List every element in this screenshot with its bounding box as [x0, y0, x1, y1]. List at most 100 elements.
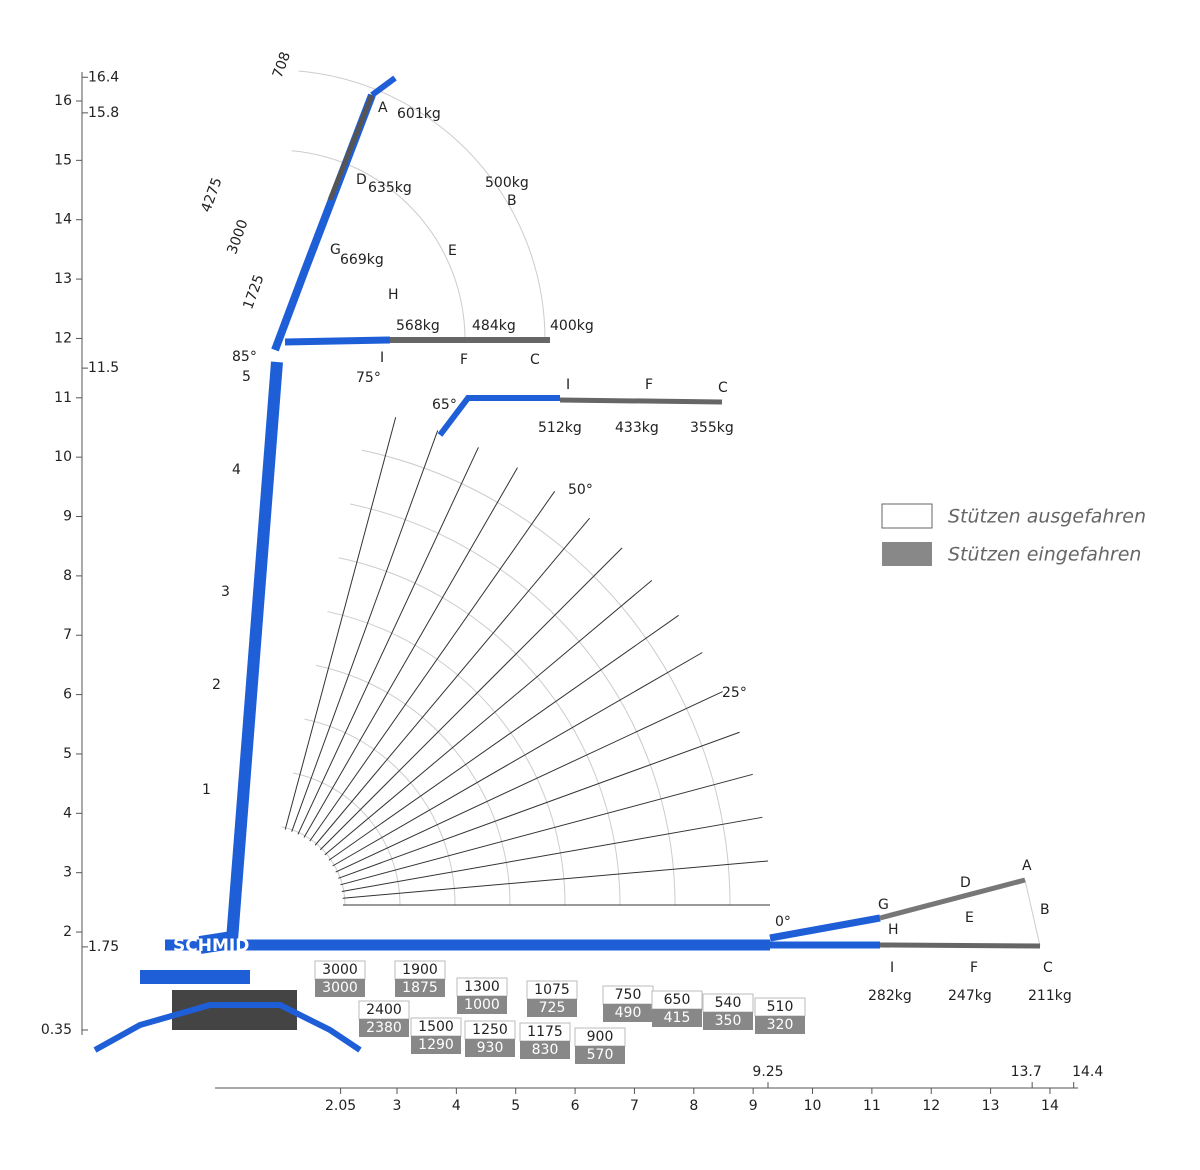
range-ray	[338, 731, 740, 879]
range-ray	[319, 547, 623, 851]
boom-label: 500kg	[485, 175, 529, 191]
load-retracted: 320	[767, 1017, 794, 1033]
boom-label: 400kg	[550, 318, 594, 334]
jib-raised	[769, 914, 881, 942]
x-tick-label: 8	[689, 1098, 698, 1114]
range-ray	[284, 417, 397, 830]
boom-label: 484kg	[472, 318, 516, 334]
boom-label: 433kg	[615, 420, 659, 436]
x-tick-label: 10	[804, 1098, 822, 1114]
range-arc	[292, 772, 401, 906]
load-retracted: 830	[532, 1042, 559, 1058]
jib-65	[437, 395, 560, 437]
range-arc	[281, 826, 346, 906]
range-ray	[332, 652, 703, 867]
y-tick-label: 4	[63, 805, 72, 821]
boom-label: E	[965, 910, 974, 926]
boom-label: F	[460, 352, 468, 368]
range-arc	[327, 611, 566, 906]
load-box-retracted	[520, 1041, 570, 1059]
range-ray	[341, 816, 763, 892]
x-special-label: 13.7	[1011, 1064, 1042, 1080]
load-extended: 540	[715, 995, 742, 1011]
load-extended: 510	[767, 999, 794, 1015]
load-retracted: 930	[477, 1040, 504, 1056]
load-extended: 3000	[322, 962, 358, 978]
load-retracted: 570	[587, 1047, 614, 1063]
boom-label: D	[960, 875, 971, 891]
angle: 65°	[432, 397, 457, 413]
boom-label: E	[448, 243, 457, 259]
x-special-label: 14.4	[1072, 1064, 1103, 1080]
x-tick-label: 4	[452, 1098, 461, 1114]
load-box-retracted	[411, 1036, 461, 1054]
chassis	[140, 970, 250, 984]
boom-label: 247kg	[948, 988, 992, 1004]
boom-label: H	[388, 287, 399, 303]
section-number: 2	[212, 677, 221, 693]
y-special-label: 15.8	[88, 105, 119, 121]
load-box-retracted	[703, 1012, 753, 1030]
load-retracted: 1290	[418, 1037, 454, 1053]
load-box-retracted	[315, 979, 365, 997]
x-tick-label: 3	[393, 1098, 402, 1114]
boom-label: 568kg	[396, 318, 440, 334]
x-special-label: 9.25	[752, 1064, 783, 1080]
load-extended: 1300	[464, 979, 500, 995]
boom-label: H	[888, 922, 899, 938]
y-tick-label: 16	[54, 93, 72, 109]
x-tick-label: 7	[630, 1098, 639, 1114]
load-box-retracted	[395, 979, 445, 997]
boom-label: B	[507, 193, 517, 209]
y-tick-label: 7	[63, 627, 72, 643]
boom-label: 355kg	[690, 420, 734, 436]
jib-hook	[370, 75, 397, 98]
load-retracted: 3000	[322, 980, 358, 996]
outriggers	[93, 1002, 362, 1053]
jib-0-tip	[879, 942, 1041, 949]
load-extended: 1500	[418, 1019, 454, 1035]
boom-label: A	[378, 100, 388, 116]
brand: SCHMID	[173, 936, 249, 956]
load-extended: 650	[664, 992, 691, 1008]
angle: 50°	[568, 482, 593, 498]
section-number: 4	[232, 462, 241, 478]
section-number: 3	[221, 584, 230, 600]
load-box-retracted	[755, 1016, 805, 1034]
load-extended: 1175	[527, 1024, 563, 1040]
range-arc	[315, 664, 511, 906]
load-retracted: 1875	[402, 980, 438, 996]
crane	[93, 75, 1041, 1053]
angle: 25°	[722, 685, 747, 701]
range-ray	[297, 447, 479, 835]
load-box-retracted	[457, 996, 507, 1014]
y-tick-label: 15	[54, 152, 72, 168]
angle: 75°	[356, 370, 381, 386]
dimension: 4275	[198, 176, 225, 215]
load-box-retracted	[652, 1009, 702, 1027]
range-ray	[291, 430, 439, 832]
boom-label: 635kg	[368, 180, 412, 196]
boom-label: F	[645, 377, 653, 393]
y-special-label: 0.35	[41, 1022, 72, 1038]
boom-label: G	[878, 897, 889, 913]
dimension: 3000	[224, 218, 251, 257]
range-ray	[309, 491, 556, 842]
range-ray	[328, 614, 679, 861]
y-tick-label: 2	[63, 924, 72, 940]
load-retracted: 350	[715, 1013, 742, 1029]
boom-label: 512kg	[538, 420, 582, 436]
jib-raised-tip	[879, 877, 1026, 921]
load-extended: 2400	[366, 1002, 402, 1018]
load-box-retracted	[575, 1046, 625, 1064]
y-special-label: 16.4	[88, 69, 119, 85]
load-retracted: 415	[664, 1010, 691, 1026]
range-arc	[304, 718, 456, 906]
x-tick-label: 5	[511, 1098, 520, 1114]
boom-label: C	[530, 352, 540, 368]
boom-label: 282kg	[868, 988, 912, 1004]
y-tick-label: 14	[54, 212, 72, 228]
load-box-retracted	[603, 1004, 653, 1022]
angle: 0°	[775, 914, 791, 930]
